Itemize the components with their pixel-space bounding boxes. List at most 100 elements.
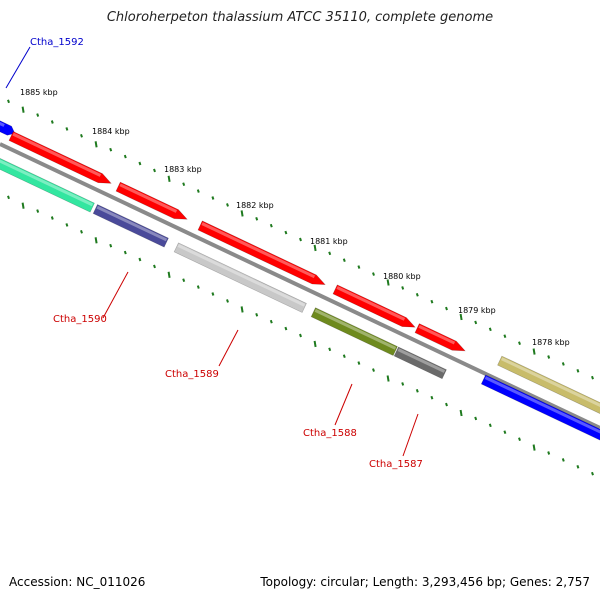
major-tick xyxy=(240,210,244,217)
minor-tick xyxy=(518,341,521,346)
cds-indigo[interactable] xyxy=(92,204,169,248)
kbp-label: 1880 kbp xyxy=(383,272,421,281)
cds-blue-right[interactable] xyxy=(480,374,600,444)
gene-leader-line xyxy=(334,383,353,426)
minor-tick xyxy=(299,333,302,338)
minor-tick xyxy=(123,154,127,159)
minor-tick xyxy=(591,471,594,476)
gene-leader-line xyxy=(102,271,129,319)
minor-tick xyxy=(182,182,186,187)
minor-tick xyxy=(328,347,332,352)
cds-red-5[interactable] xyxy=(414,323,467,356)
minor-tick xyxy=(503,430,507,435)
minor-tick xyxy=(445,306,448,311)
cds-red-3[interactable] xyxy=(197,220,327,289)
cds-green-aqua[interactable] xyxy=(0,150,95,213)
gene-label-ctha-1590[interactable]: Ctha_1590 xyxy=(53,314,107,325)
minor-tick xyxy=(342,354,346,359)
minor-tick xyxy=(518,437,521,442)
cds-darkgray[interactable] xyxy=(393,346,447,380)
minor-tick xyxy=(561,458,565,462)
minor-tick xyxy=(65,127,69,131)
major-tick xyxy=(459,409,463,417)
minor-tick xyxy=(591,375,594,380)
minor-tick xyxy=(430,299,434,304)
minor-tick xyxy=(255,312,259,317)
minor-tick xyxy=(415,292,419,297)
major-tick xyxy=(21,106,25,113)
minor-tick xyxy=(153,264,156,269)
minor-tick xyxy=(182,278,186,283)
minor-tick xyxy=(226,299,229,303)
gene-label-ctha-1592[interactable]: Ctha_1592 xyxy=(30,37,84,48)
cds-blue-left[interactable] xyxy=(0,119,17,138)
gene-label-ctha-1588[interactable]: Ctha_1588 xyxy=(303,428,357,439)
minor-tick xyxy=(299,237,302,242)
minor-tick xyxy=(109,147,113,152)
minor-tick xyxy=(445,402,448,407)
minor-tick xyxy=(401,286,405,290)
minor-tick xyxy=(372,272,375,276)
minor-tick xyxy=(138,257,142,262)
gene-leader-line xyxy=(5,46,31,89)
minor-tick xyxy=(50,120,54,124)
kbp-label: 1882 kbp xyxy=(236,201,274,210)
kbp-label: 1878 kbp xyxy=(532,338,570,347)
minor-tick xyxy=(7,195,10,200)
minor-tick xyxy=(328,251,332,256)
minor-tick xyxy=(80,229,83,234)
cds-red-1[interactable] xyxy=(8,131,113,187)
major-tick xyxy=(532,348,536,355)
minor-tick xyxy=(474,320,478,325)
major-tick xyxy=(386,375,390,382)
kbp-label: 1883 kbp xyxy=(164,165,202,174)
cds-red-2[interactable] xyxy=(115,181,189,224)
minor-tick xyxy=(211,292,215,296)
gene-label-ctha-1589[interactable]: Ctha_1589 xyxy=(165,369,219,380)
minor-tick xyxy=(430,395,434,400)
cds-olive[interactable] xyxy=(310,307,398,356)
inner-tick-marks xyxy=(7,195,594,476)
minor-tick xyxy=(415,388,419,393)
genome-backbone xyxy=(0,142,600,430)
major-tick xyxy=(313,340,317,348)
minor-tick xyxy=(474,416,478,421)
minor-tick xyxy=(226,203,229,207)
minor-tick xyxy=(50,216,54,220)
kbp-label: 1884 kbp xyxy=(92,127,130,136)
minor-tick xyxy=(7,99,10,104)
minor-tick xyxy=(503,334,507,339)
minor-tick xyxy=(109,243,113,248)
minor-tick xyxy=(65,223,69,227)
cds-red-4[interactable] xyxy=(332,284,417,332)
kbp-label: 1881 kbp xyxy=(310,237,348,246)
minor-tick xyxy=(269,319,273,324)
minor-tick xyxy=(357,361,361,365)
major-tick xyxy=(167,175,171,182)
major-tick xyxy=(459,313,463,321)
minor-tick xyxy=(196,285,200,289)
minor-tick xyxy=(211,196,215,200)
major-tick xyxy=(313,244,317,252)
gene-leader-line xyxy=(402,413,419,457)
minor-tick xyxy=(255,216,259,221)
cds-lightgray[interactable] xyxy=(173,242,307,313)
minor-tick xyxy=(36,113,40,117)
minor-tick xyxy=(372,368,375,372)
major-tick xyxy=(532,444,536,451)
kbp-label: 1879 kbp xyxy=(458,306,496,315)
major-tick xyxy=(167,271,171,278)
minor-tick xyxy=(269,223,273,228)
outer-tick-marks xyxy=(7,99,594,380)
gene-label-ctha-1587[interactable]: Ctha_1587 xyxy=(369,459,423,470)
minor-tick xyxy=(284,326,288,331)
major-tick xyxy=(240,306,244,313)
minor-tick xyxy=(123,250,127,255)
minor-tick xyxy=(138,161,142,166)
gene-leader-line xyxy=(218,329,239,367)
map-title: Chloroherpeton thalassium ATCC 35110, co… xyxy=(106,10,494,25)
major-tick xyxy=(94,237,98,244)
minor-tick xyxy=(342,258,346,263)
cds-khaki[interactable] xyxy=(497,355,600,422)
